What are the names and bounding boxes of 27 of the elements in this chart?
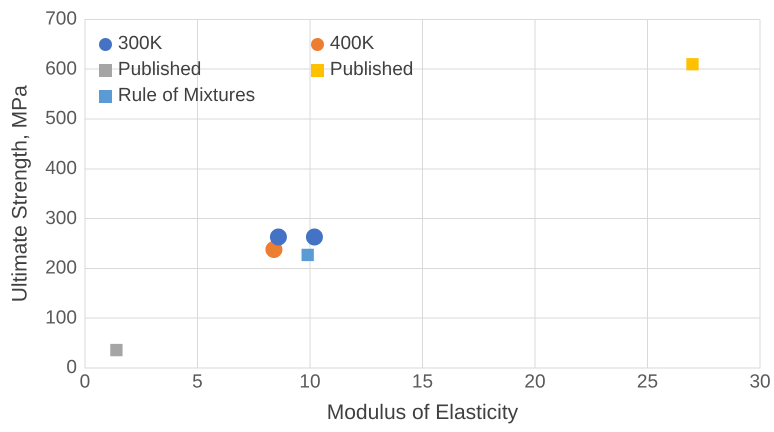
point [270, 228, 287, 246]
y-tick-label: 200 [45, 258, 77, 279]
legend-label: Published [328, 59, 414, 82]
legend-label: Published [116, 59, 202, 82]
x-axis-title: Modulus of Elasticity [326, 401, 519, 424]
y-tick-label: 300 [45, 208, 77, 229]
point [110, 344, 123, 356]
x-tick-label: 10 [299, 372, 321, 393]
legend-label: 300K [116, 33, 164, 56]
x-tick-label: 30 [749, 372, 771, 393]
y-axis-title: Ultimate Strength, MPa [8, 84, 32, 302]
y-tick-label: 700 [45, 8, 77, 30]
y-tick-label: 600 [45, 58, 77, 80]
x-tick-label: 0 [80, 372, 90, 393]
x-tick-label: 15 [412, 372, 434, 393]
point [686, 58, 699, 70]
legend-label: 400K [328, 33, 376, 56]
x-tick-label: 25 [636, 372, 658, 393]
y-tick-label: 100 [45, 307, 77, 328]
y-tick-label: 0 [66, 357, 77, 378]
legend-label: Rule of Mixtures [116, 85, 256, 108]
y-tick-label: 400 [45, 158, 77, 180]
point [302, 248, 314, 262]
x-tick-label: 20 [524, 372, 546, 393]
y-tick-label: 500 [45, 108, 77, 130]
x-tick-label: 5 [192, 372, 203, 393]
point [306, 228, 323, 246]
